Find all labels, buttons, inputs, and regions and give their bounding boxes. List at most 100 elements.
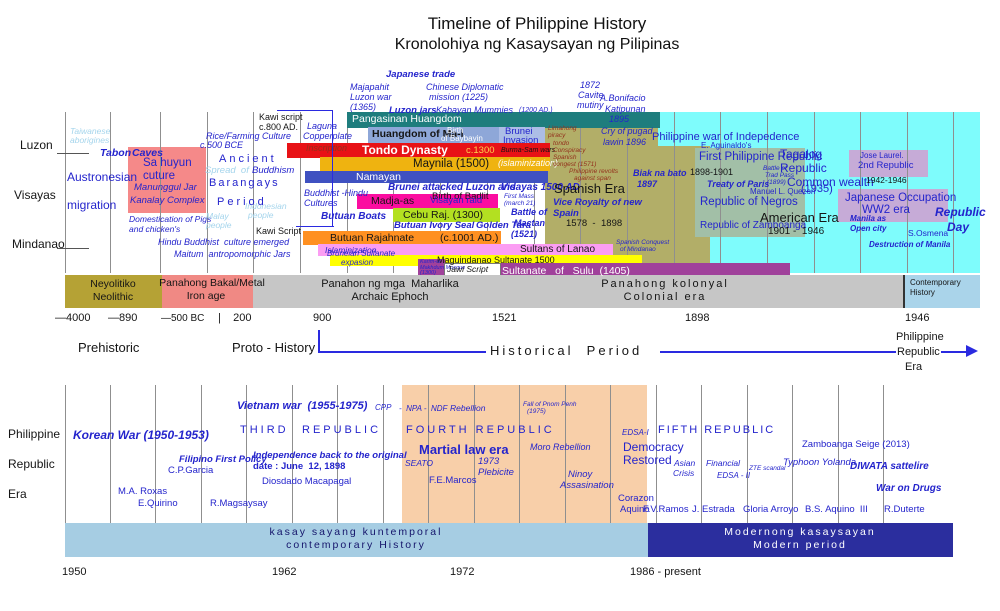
gridline [883,385,884,523]
islaminization-label: (islaminization) [498,158,559,168]
and-chicken-s-label: and chicken's [129,224,181,234]
republic-label: REPUBLIC [302,424,382,436]
filipino-first-policy-label: Filipino First Policy [179,454,267,465]
madja-as-label: Madja-as [371,195,415,207]
1972-label: 1972 [450,566,475,578]
huangdom-of-ma-i-label: Huangdom of Ma-i [372,128,464,140]
hindu-buddhist-culture-emerged-label: Hindu Buddhist culture emerged [158,237,290,247]
gridline [627,112,628,273]
maguindanao-sultanate-1500-label: Maguindanao Sultanate 1500 [437,255,555,265]
edsa-ii-label: EDSA - II [717,471,751,480]
bottom-band-contemporary [65,523,648,557]
bar-namayan [305,171,548,183]
luzon-label: Luzon [20,138,53,152]
jawi-script-label: Jawi Script [447,264,489,274]
gridline [337,385,338,523]
1898-1901-label: 1898-1901 [690,167,734,177]
historical-period-elbow [318,330,320,353]
moro-rebellion-label: Moro Rebellion [530,442,591,452]
npa-ndf-label: - NPA - NDF [399,404,448,413]
crisis-label: Crisis [673,468,695,478]
spanish-conquest-label: Spanish Conquest [616,239,670,246]
copperplate-label: Copperplate [303,131,353,141]
malay-label: Malay [206,211,229,221]
congest-1571-label: congest (1571) [553,161,597,168]
1365-label: (1365) [350,102,377,112]
era-label: Era [905,361,923,373]
diwata-sattelire-label: DIWATA sattelire [850,461,929,472]
birth-of-badlit-label: Birth of Badlit [432,191,489,202]
gridline [110,385,111,523]
conspiracy-label: Conspiracy [553,147,586,154]
salmon-box-sahuyun [128,147,206,213]
cultures-label: Cultures [304,198,338,208]
page-subtitle: Kronolohiya ng Kasaysayan ng Pilipinas [394,36,680,53]
m-a-roxas-label: M.A. Roxas [118,486,168,497]
spanish-era-label: Spanish Era [554,181,625,196]
edsa-i-label: EDSA-I [622,428,649,437]
day-label: Day [947,220,970,234]
1521-label: 1521 [492,312,517,324]
common-wealth-label: Common wealth [787,175,874,189]
republic-of-negros-label: Republic of Negros [700,196,798,208]
1950-label: 1950 [62,566,87,578]
neyolitiko-label: Neyolitiko [90,278,136,290]
1521-label: (1521) [511,229,538,239]
gridline [747,385,748,523]
f-v-ramos-label: F.V.Ramos [643,504,689,515]
fourth-republic-label: FOURTH REPUBLIC [406,424,555,436]
invasion-label: Invasion [503,135,539,146]
gridline [440,112,441,273]
modernong-kasaysayan-label: Modernong kasaysayan [724,526,876,538]
kawi-bracket-vert [332,110,333,226]
of-baybayin-label: of Baybayin [441,134,483,143]
luzon-row-tick [57,153,89,154]
lavender-box-2nd-republic [849,150,928,177]
proto-history-label: Proto - History [232,340,316,355]
visayas-1500-ad-label: Visayas 1500 AD [501,182,580,193]
panahong-bakal-metal-label: Panahong Bakal/Metal [159,277,265,289]
kasay-sayang-kuntemporal-label: kasay sayang kuntemporal [269,526,443,538]
sultans-of-lanao-label: Sultans of Lanao [520,244,596,255]
prehistoric-label: Prehistoric [78,340,140,355]
panahong-kolonyal-label: Panahong kolonyal [601,278,729,290]
1899-label: (1899) [767,179,786,186]
fifth-republic-label: FIFTH REPUBLIC [658,424,776,436]
assasination-label: Assasination [560,480,614,491]
maynila-1500-label: Maynila (1500) [413,158,490,170]
era-band-divider [903,275,905,308]
peach-box-fourth-republic [402,385,647,523]
independence-back-to-the-origi-label: Independence back to the original [253,450,407,461]
1901-1946-label: 1901 - 1946 [768,226,825,237]
gridline [253,112,254,273]
luzon-jars-label: Luzon jars [389,105,437,116]
archaic-ephoch-label: Archaic Ephoch [351,291,429,303]
cebu-raj-1300-label: Cebu Raj. (1300) [403,209,483,221]
gridline [656,385,657,523]
cpp-label: CPP [375,403,392,412]
historical-period-line-arrow [941,351,967,353]
katipunan-label: Katipunan [605,104,646,114]
vietnam-war-1955-1975-label: Vietnam war (1955-1975) [237,400,368,412]
mutiny-label: mutiny [577,100,604,110]
gridline [767,112,768,273]
gridline [487,112,488,273]
tondo-dynasty-label: Tondo Dynasty [362,143,448,157]
ninoy-label: Ninoy [568,469,593,480]
gridline [155,385,156,523]
panahon-ng-mga-maharlika-label: Panahon ng mga Maharlika [321,278,459,290]
namayan-label: Namayan [356,171,401,183]
1942-1946-label: 1942-1946 [866,175,907,185]
iron-age-label: Iron age [186,290,226,302]
republic-label: Republic [8,457,55,471]
era-band-neolithic [65,275,162,308]
financial-label: Financial [706,458,741,468]
corazon-label: Corazon [618,493,654,504]
1935-label: (1935) [801,183,833,195]
kawi-bracket-bottom [296,226,334,227]
2nd-republic-label: 2nd Republic [858,160,914,171]
butuan-ivory-seal-label: Butuan Ivory Seal [394,220,475,231]
gridline [701,385,702,523]
destruction-of-manila-label: Destruction of Manila [869,240,951,249]
gridline [565,385,566,523]
